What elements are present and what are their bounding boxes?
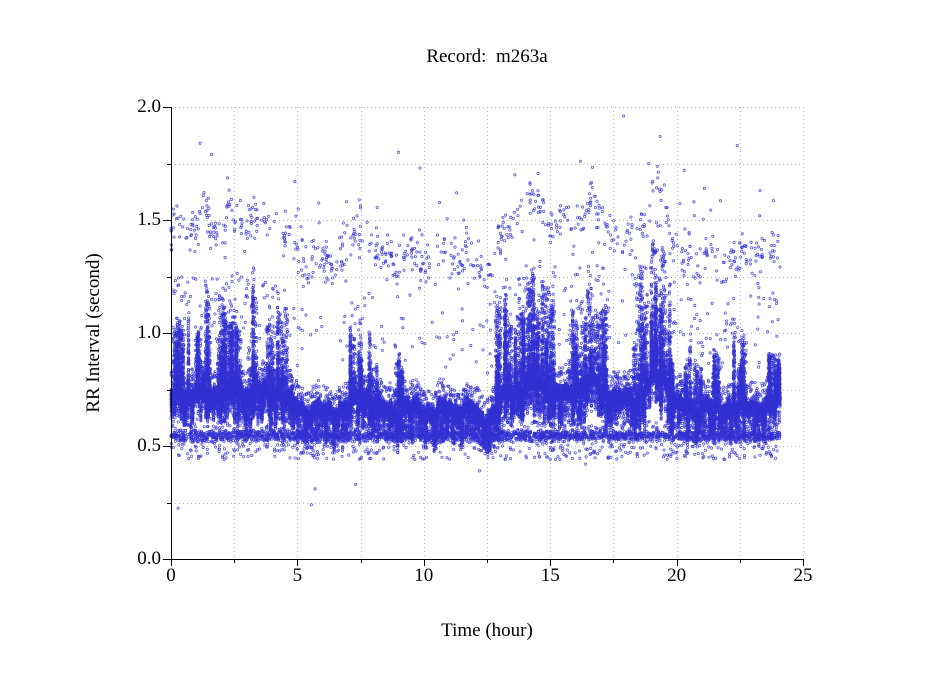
x-tick-label-4: 20	[667, 565, 687, 586]
y-tick-label-4: 2.0	[137, 96, 161, 117]
y-tick-label-2: 1.0	[137, 322, 161, 343]
y-tick-label-0: 0.0	[137, 548, 161, 569]
x-tick-label-3: 15	[540, 565, 560, 586]
x-tick-label-5: 25	[793, 565, 813, 586]
x-tick-label-0: 0	[166, 565, 176, 586]
y-tick-label-1: 0.5	[137, 435, 161, 456]
x-tick-label-2: 10	[414, 565, 434, 586]
x-axis-label: Time (hour)	[441, 620, 533, 641]
y-tick-label-3: 1.5	[137, 209, 161, 230]
x-tick-label-1: 5	[292, 565, 303, 586]
chart-title: Record: m263a	[426, 46, 548, 67]
